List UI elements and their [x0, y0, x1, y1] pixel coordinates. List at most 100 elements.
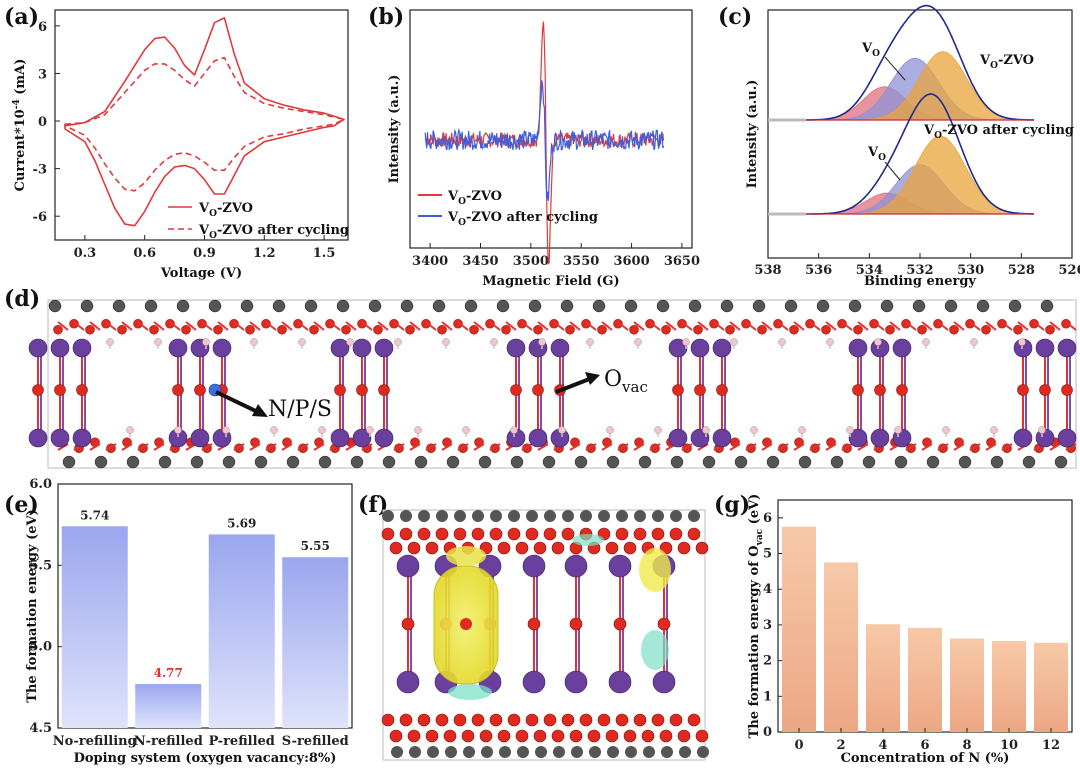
dopant-arrowhead — [252, 404, 268, 417]
oxygen-atom — [949, 324, 959, 335]
oxygen-atom — [874, 384, 886, 396]
oxygen-atom — [709, 318, 719, 329]
xtick-label-c: 536 — [805, 263, 832, 278]
oxygen-atom — [623, 729, 637, 743]
bar-category-g-2: 4 — [878, 738, 887, 753]
vanadium-atom — [330, 338, 350, 358]
oxygen-atom — [479, 729, 493, 743]
oxygen-atom — [334, 384, 346, 396]
carbon-atom — [508, 510, 520, 522]
hydrogen-atom — [778, 338, 786, 346]
o-bond — [761, 321, 773, 331]
o-bond — [57, 443, 69, 451]
oxygen-atom — [933, 318, 943, 329]
oxygen-atom — [543, 713, 557, 727]
series-a-1 — [64, 56, 345, 192]
oxygen-atom — [525, 713, 539, 727]
hydrogen-atom — [894, 426, 902, 434]
o-bond — [457, 321, 469, 331]
structure-d: N/P/S Ovac — [28, 299, 1077, 469]
bar-category-g-1: 2 — [836, 738, 845, 753]
carbon-atom — [606, 455, 620, 469]
o-bond — [809, 321, 821, 331]
carbon-atom — [510, 455, 524, 469]
oxygen-atom — [460, 618, 472, 630]
carbon-atom — [222, 455, 236, 469]
carbon-atom — [535, 746, 547, 758]
oxygen-atom — [32, 384, 44, 396]
o-bond — [329, 321, 341, 331]
oxygen-atom — [551, 729, 565, 743]
oxygen-atom — [677, 318, 687, 329]
bar-value-e-1: 4.77 — [154, 666, 183, 680]
ylabel-g: The formation energy of Ovac (eV) — [747, 494, 765, 739]
carbon-atom — [880, 299, 894, 313]
ytick-label-e: 5.0 — [29, 640, 52, 655]
plot-e-frame — [57, 483, 353, 729]
carbon-atom — [544, 510, 556, 522]
oxygen-atom — [853, 324, 863, 335]
oxygen-atom — [677, 729, 691, 743]
carbon-atom — [478, 455, 492, 469]
panel-label-g: (g) — [714, 492, 750, 518]
o-bond — [601, 321, 613, 331]
carbon-atom — [752, 299, 766, 313]
carbon-atom — [816, 299, 830, 313]
hydrogen-atom — [538, 338, 546, 346]
o-bond — [153, 443, 165, 451]
bar-category-g-4: 8 — [962, 738, 971, 753]
oxygen-atom — [805, 318, 815, 329]
vanadium-atom — [396, 554, 420, 578]
o-bond — [713, 321, 725, 331]
o-bond — [1001, 321, 1013, 331]
carbon-atom — [391, 746, 403, 758]
legend-label-b-0-main: V — [447, 189, 459, 204]
oxygen-atom — [773, 318, 783, 329]
o-bond — [585, 443, 597, 451]
charge-density-f — [381, 509, 709, 761]
oxygen-atom — [515, 729, 529, 743]
o-bond — [825, 321, 837, 331]
o-bond — [633, 321, 645, 331]
o-bond — [841, 443, 853, 451]
bar-value-e-0: 5.74 — [80, 508, 109, 522]
hydrogen-atom — [990, 426, 998, 434]
legend-label-a-1-rest: -ZVO after cycling — [217, 223, 349, 238]
vo-label-c-sub-0: O — [872, 49, 880, 59]
legend-label-a-1-main: V — [198, 223, 210, 238]
ylabel-a-unit: (mA) — [13, 59, 28, 100]
hydrogen-atom — [366, 426, 374, 434]
oxygen-atom — [695, 541, 709, 555]
o-bond — [649, 443, 661, 451]
hydrogen-atom — [106, 338, 114, 346]
bar-value-e-2: 5.69 — [227, 516, 256, 530]
o-bond — [777, 443, 789, 451]
ytick-label-g: 1 — [763, 689, 772, 704]
carbon-atom — [400, 510, 412, 522]
oxygen-atom — [197, 318, 207, 329]
oxygen-atom — [581, 318, 591, 329]
o-bond — [649, 321, 661, 331]
carbon-atom — [679, 746, 691, 758]
vacancy-arrow — [555, 376, 593, 394]
oxygen-atom — [421, 318, 431, 329]
o-bond — [985, 321, 997, 331]
xlabel-e: Doping system (oxygen vacancy:8%) — [74, 751, 337, 766]
oxygen-atom — [389, 541, 403, 555]
hydrogen-atom — [798, 426, 806, 434]
vanadium-atom — [396, 670, 420, 694]
vanadium-atom — [528, 428, 548, 448]
hydrogen-atom — [846, 426, 854, 434]
hydrogen-atom — [394, 338, 402, 346]
oxygen-atom — [901, 318, 911, 329]
hydrogen-atom — [346, 338, 354, 346]
oxygen-atom — [213, 324, 223, 335]
xtick-label-a: 0.3 — [74, 246, 97, 261]
oxygen-atom — [543, 527, 557, 541]
carbon-atom — [445, 746, 457, 758]
o-bond — [153, 321, 165, 331]
oxygen-atom — [471, 527, 485, 541]
oxygen-atom — [741, 318, 751, 329]
hydrogen-atom — [298, 338, 306, 346]
